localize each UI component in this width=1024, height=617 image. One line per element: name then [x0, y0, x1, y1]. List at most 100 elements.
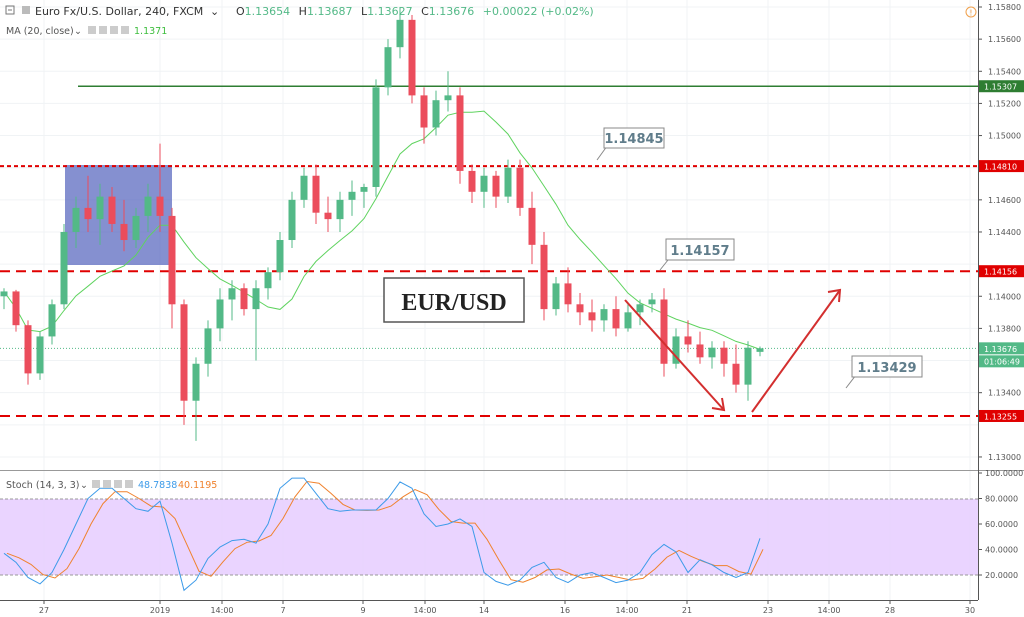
candle	[564, 267, 572, 313]
candle-body	[696, 344, 704, 358]
candle	[36, 331, 44, 380]
candle-body	[684, 336, 692, 345]
candle	[300, 167, 308, 208]
symbol-icon	[22, 6, 30, 14]
candle-body	[300, 175, 308, 200]
countdown-tag	[979, 355, 1024, 368]
callout-3[interactable]: 1.13429	[845, 355, 923, 389]
high-value: 1.13687	[307, 5, 353, 18]
candle	[168, 207, 176, 329]
time-tick-label: 14:00	[817, 606, 840, 615]
candle-body	[516, 167, 524, 208]
time-tick-label: 2019	[150, 606, 170, 615]
price-tag	[979, 409, 1024, 422]
candle-body	[276, 240, 284, 273]
stoch-k-value: 48.7838	[138, 480, 177, 491]
candle	[732, 344, 740, 393]
candle	[276, 231, 284, 281]
pair-label[interactable]: EUR/USD	[383, 277, 525, 323]
candle-body	[576, 304, 584, 313]
candle-body	[528, 207, 536, 245]
pair-text: EUR/USD	[401, 290, 506, 316]
stoch-legend[interactable]: Stoch (14, 3, 3)	[6, 480, 80, 491]
time-axis[interactable]: 27 2019 14:00 7 9 14:00 14 16 14:00 21 23 14:00 28 30	[39, 600, 975, 615]
down-arrow[interactable]	[624, 299, 726, 412]
info-icon[interactable]	[965, 6, 977, 18]
price-tag	[979, 265, 1024, 278]
open-value: 1.13654	[245, 5, 291, 18]
time-tick-label: 23	[763, 606, 773, 615]
candle	[420, 87, 428, 144]
price-axis[interactable]: 1.15800 1.15600 1.15400 1.15200 1.15000 1.146…	[978, 3, 1021, 462]
candle-body	[168, 215, 176, 305]
candle	[648, 293, 656, 313]
candle	[0, 288, 8, 310]
symbol-title[interactable]: Euro Fx/U.S. Dollar, 240, FXCM	[35, 5, 203, 18]
candle-body	[96, 196, 104, 220]
candle	[12, 289, 20, 332]
price-tick-label: 1.14400	[988, 228, 1021, 237]
countdown-text: 01:06:49	[984, 357, 1020, 366]
candle	[468, 164, 476, 204]
candle	[180, 299, 188, 425]
time-tick-label: 14:00	[615, 606, 638, 615]
candle-body	[372, 87, 380, 187]
ma-legend[interactable]: MA (20, close)	[6, 26, 74, 37]
candle	[396, 7, 404, 59]
candle	[96, 183, 104, 245]
stoch-tick-label: 60.0000	[985, 520, 1018, 529]
candle	[24, 320, 32, 385]
stoch-axis[interactable]: 100.0000 80.0000 60.0000 40.0000 20.0000	[978, 469, 1023, 580]
time-tick-label: 21	[682, 606, 692, 615]
candle	[540, 231, 548, 321]
candle	[288, 191, 296, 249]
candle-body	[144, 196, 152, 216]
candle-body	[600, 309, 608, 321]
candle-body	[564, 283, 572, 305]
svg-text:O1.13654 H1.13687: O1.13654 H1.13687 L1.13627 C1.13676 +0.0…	[236, 5, 594, 18]
candle	[588, 299, 596, 332]
candle-body	[120, 223, 128, 241]
stoch-dropdown-icon[interactable]: ⌄	[80, 480, 88, 491]
candle-body	[480, 175, 488, 192]
candle	[324, 196, 332, 232]
callout-1-text: 1.14845	[604, 132, 663, 147]
collapse-icon[interactable]	[5, 5, 15, 15]
callout-2[interactable]: 1.14157	[659, 238, 735, 271]
candle-body	[216, 299, 224, 329]
price-tag-text: 1.13676	[984, 345, 1017, 354]
candle	[264, 267, 272, 300]
candle-body	[204, 328, 212, 364]
price-tag-text: 1.15307	[984, 83, 1017, 92]
ma-dropdown-icon[interactable]: ⌄	[74, 26, 82, 37]
up-arrow[interactable]	[751, 288, 842, 413]
levels	[0, 85, 978, 417]
candle-body	[756, 348, 764, 352]
time-tick-label: 14:00	[210, 606, 233, 615]
stoch-d-line	[6, 480, 764, 583]
candle-body	[180, 304, 188, 401]
candle-body	[240, 288, 248, 310]
candle-body	[108, 196, 116, 224]
time-tick-label: 27	[39, 606, 49, 615]
candle-body	[396, 19, 404, 48]
price-tick-label: 1.15000	[988, 132, 1021, 141]
stoch-controls[interactable]	[92, 480, 133, 488]
candle-body	[60, 231, 68, 305]
candle-body	[636, 304, 644, 313]
candle	[552, 276, 560, 316]
svg-text:!: !	[969, 9, 972, 18]
candle-body	[192, 363, 200, 401]
candle-body	[552, 283, 560, 310]
stoch-tick-label: 100.0000	[985, 469, 1023, 478]
candle-body	[0, 291, 8, 297]
candle	[408, 15, 416, 104]
price-tick-label: 1.14000	[988, 292, 1021, 301]
symbol-dropdown-icon[interactable]: ⌄	[210, 5, 219, 18]
candle	[384, 39, 392, 96]
ma-controls[interactable]	[88, 26, 129, 34]
price-tick-label: 1.15200	[988, 99, 1021, 108]
callout-1[interactable]: 1.14845	[596, 127, 665, 161]
candle-body	[288, 199, 296, 241]
